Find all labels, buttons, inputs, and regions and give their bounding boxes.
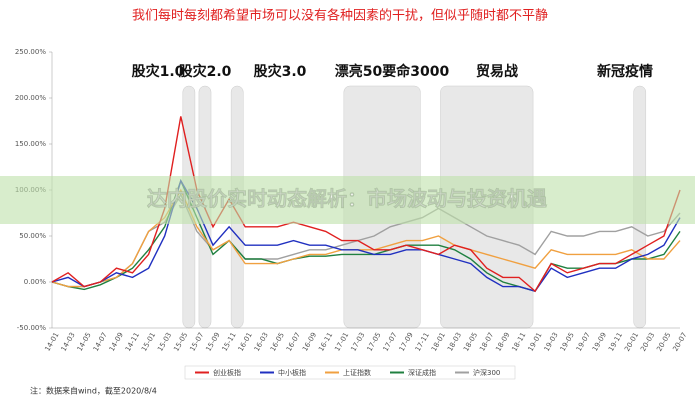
x-tick-label: 17-09 [398, 331, 415, 353]
banner: 达内股价实时动态解析：市场波动与投资机遇 [147, 187, 547, 211]
x-tick-label: 14-07 [92, 331, 109, 353]
x-tick-label: 18-09 [494, 331, 511, 353]
x-tick-label: 20-05 [655, 331, 672, 353]
x-tick-label: 15-05 [172, 331, 189, 353]
annotation-label: 漂亮50要命3000 [335, 63, 450, 80]
x-tick-label: 16-07 [285, 331, 302, 353]
x-tick-label: 19-07 [575, 331, 592, 353]
y-tick-label: 0.00% [24, 278, 47, 286]
x-tick-label: 20-01 [623, 331, 640, 353]
x-tick-label: 18-03 [446, 331, 463, 353]
x-tick-label: 16-09 [301, 331, 318, 353]
x-tick-label: 16-01 [237, 331, 254, 353]
note: 注：数据来自wind，截至2020/8/4 [30, 386, 157, 396]
x-tick-label: 14-03 [60, 331, 77, 353]
legend-box [184, 365, 516, 380]
x-tick-label: 17-03 [349, 331, 366, 353]
x-tick-label: 14-11 [124, 331, 141, 353]
line-series [51, 188, 681, 288]
legend-label: 创业板指 [213, 368, 241, 377]
x-tick-label: 19-05 [559, 331, 576, 353]
x-tick-label: 19-11 [607, 331, 624, 353]
x-tick-label: 20-07 [671, 331, 688, 353]
legend-label: 中小板指 [278, 368, 306, 377]
x-tick-label: 16-05 [269, 331, 286, 353]
y-tick-label: 50.00% [19, 232, 46, 240]
x-tick-label: 15-11 [221, 331, 238, 353]
legend-label: 沪深300 [473, 368, 500, 377]
x-tick-label: 17-05 [366, 331, 383, 353]
x-tick-label: 17-01 [333, 331, 350, 353]
line-series [51, 193, 681, 288]
annotation-label: 股灾2.0 [179, 63, 232, 80]
x-tick-label: 19-03 [543, 331, 560, 353]
x-tick-label: 14-01 [43, 331, 60, 353]
chart-title: 我们每时每刻都希望市场可以没有各种因素的干扰，但似乎随时都不平静 [132, 8, 548, 24]
x-tick-label: 15-01 [140, 331, 157, 353]
x-tick-label: 18-07 [478, 331, 495, 353]
line-series [51, 178, 681, 293]
x-tick-label: 14-09 [108, 331, 125, 353]
x-tick-label: 14-05 [76, 331, 93, 353]
line-series [51, 179, 681, 293]
x-tick-label: 15-03 [156, 331, 173, 353]
annotation-label: 股灾3.0 [254, 63, 307, 80]
legend-label: 深证成指 [408, 368, 436, 377]
legend-label: 上证指数 [343, 368, 371, 377]
x-tick-label: 15-09 [204, 331, 221, 353]
annotation-label: 股灾1.0 [132, 63, 185, 80]
x-tick-label: 17-11 [414, 331, 431, 353]
line-series [51, 116, 681, 293]
x-tick-label: 17-07 [382, 331, 399, 353]
x-tick-label: 16-03 [253, 331, 270, 353]
annotation-label: 新冠疫情 [597, 63, 653, 80]
y-tick-label: 200.00% [15, 94, 46, 102]
x-tick-label: 16-11 [317, 331, 334, 353]
x-tick-label: 18-11 [510, 331, 527, 353]
x-tick-label: 19-09 [591, 331, 608, 353]
y-tick-label: 150.00% [15, 140, 46, 148]
x-tick-label: 18-05 [462, 331, 479, 353]
y-tick-label: -50.00% [17, 324, 47, 332]
x-tick-label: 18-01 [430, 331, 447, 353]
x-tick-label: 15-07 [188, 331, 205, 353]
annotation-label: 贸易战 [476, 63, 518, 80]
x-tick-label: 20-03 [639, 331, 656, 353]
y-tick-label: 250.00% [15, 48, 46, 56]
x-tick-label: 19-01 [527, 331, 544, 353]
banner-bg [0, 176, 695, 224]
